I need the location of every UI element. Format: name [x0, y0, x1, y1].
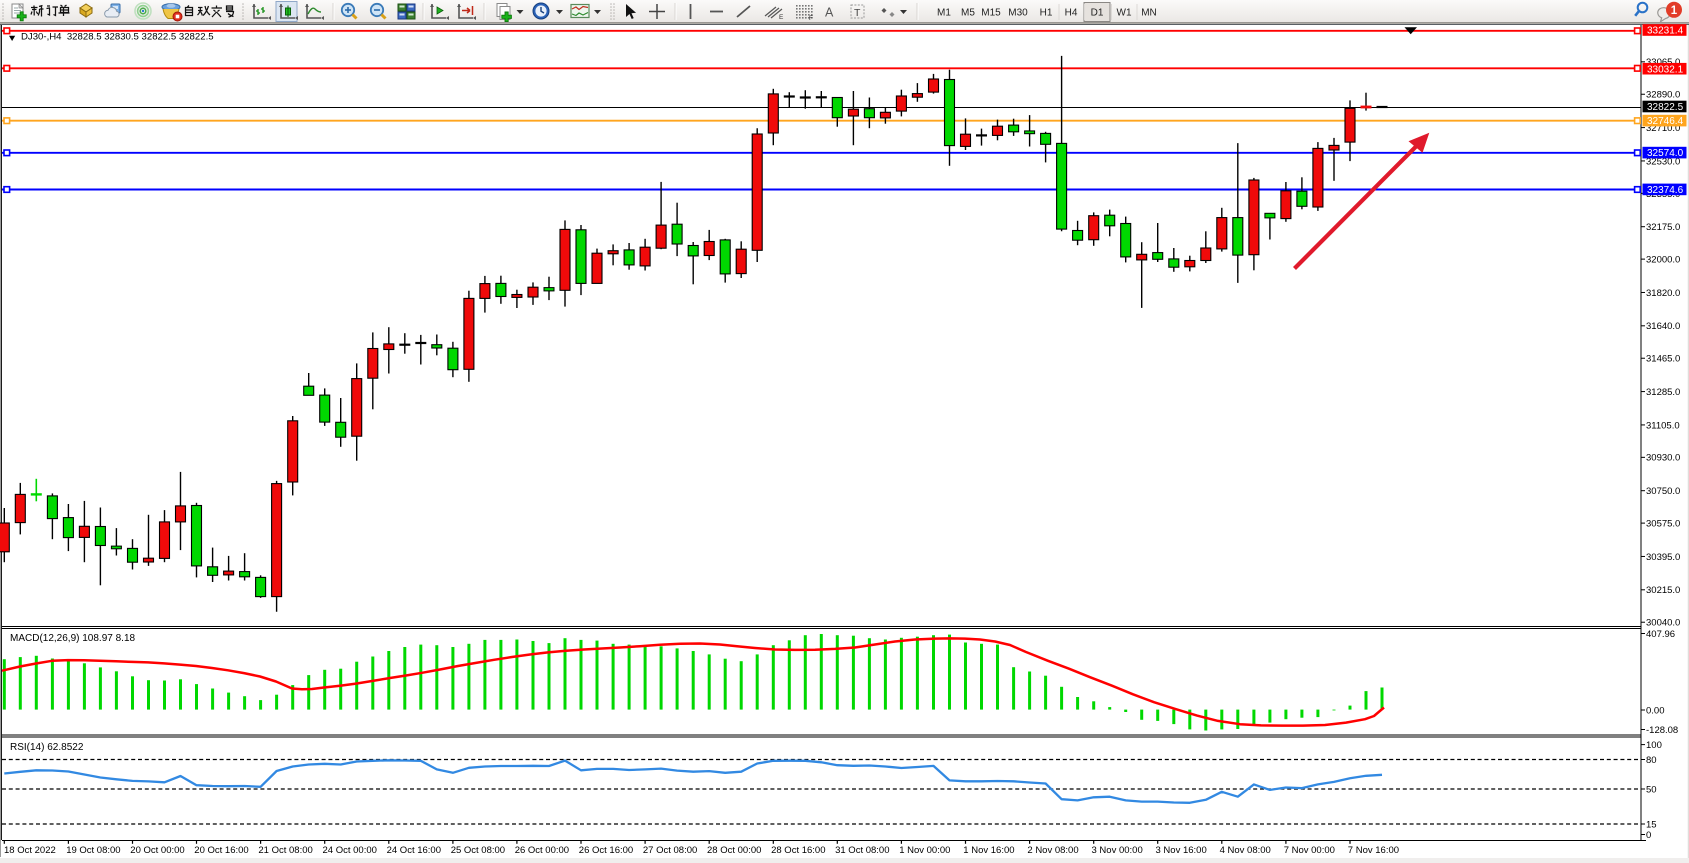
- svg-text:30215.0: 30215.0: [1646, 585, 1680, 596]
- svg-text:3 Nov 16:00: 3 Nov 16:00: [1156, 845, 1207, 856]
- svg-text:50: 50: [1646, 784, 1657, 795]
- svg-text:20 Oct 16:00: 20 Oct 16:00: [194, 845, 248, 856]
- svg-text:DJ30-,H4 32828.5 32830.5 3282: DJ30-,H4 32828.5 32830.5 32822.5 32822.5: [21, 31, 214, 42]
- svg-text:407.96: 407.96: [1646, 629, 1675, 640]
- svg-text:30040.0: 30040.0: [1646, 618, 1680, 629]
- svg-text:1 Nov 00:00: 1 Nov 00:00: [899, 845, 950, 856]
- svg-text:33231.4: 33231.4: [1647, 26, 1684, 37]
- svg-text:H4: H4: [1065, 8, 1078, 19]
- svg-text:28 Oct 00:00: 28 Oct 00:00: [707, 845, 761, 856]
- svg-text:27 Oct 08:00: 27 Oct 08:00: [643, 845, 697, 856]
- svg-text:4 Nov 08:00: 4 Nov 08:00: [1220, 845, 1271, 856]
- svg-text:25 Oct 08:00: 25 Oct 08:00: [451, 845, 505, 856]
- svg-text:0.00: 0.00: [1646, 705, 1665, 716]
- svg-text:E: E: [779, 14, 784, 21]
- svg-text:1: 1: [1671, 5, 1678, 17]
- svg-text:24 Oct 16:00: 24 Oct 16:00: [387, 845, 441, 856]
- svg-text:26 Oct 00:00: 26 Oct 00:00: [515, 845, 569, 856]
- svg-text:31105.0: 31105.0: [1646, 420, 1680, 431]
- svg-text:31 Oct 08:00: 31 Oct 08:00: [835, 845, 889, 856]
- svg-text:30930.0: 30930.0: [1646, 453, 1680, 464]
- svg-text:W1: W1: [1117, 8, 1132, 19]
- svg-text:-128.08: -128.08: [1646, 725, 1678, 736]
- svg-text:32530.0: 32530.0: [1646, 156, 1680, 167]
- svg-text:M15: M15: [981, 8, 1001, 19]
- svg-text:D1: D1: [1091, 8, 1104, 19]
- svg-text:30750.0: 30750.0: [1646, 486, 1680, 497]
- svg-text:33032.1: 33032.1: [1647, 64, 1684, 75]
- svg-text:A: A: [825, 6, 834, 20]
- svg-text:MACD(12,26,9) 108.97 8.18: MACD(12,26,9) 108.97 8.18: [10, 633, 136, 644]
- svg-text:15: 15: [1646, 819, 1657, 830]
- svg-text:31820.0: 31820.0: [1646, 288, 1680, 299]
- svg-text:M5: M5: [961, 8, 975, 19]
- svg-text:19 Oct 08:00: 19 Oct 08:00: [66, 845, 120, 856]
- svg-text:24 Oct 00:00: 24 Oct 00:00: [323, 845, 377, 856]
- svg-text:32374.6: 32374.6: [1647, 185, 1684, 196]
- svg-text:32746.4: 32746.4: [1647, 116, 1684, 127]
- svg-text:7 Nov 00:00: 7 Nov 00:00: [1284, 845, 1335, 856]
- svg-text:80: 80: [1646, 755, 1657, 766]
- svg-text:7 Nov 16:00: 7 Nov 16:00: [1348, 845, 1399, 856]
- svg-text:32822.5: 32822.5: [1647, 102, 1684, 113]
- svg-text:20 Oct 00:00: 20 Oct 00:00: [130, 845, 184, 856]
- svg-text:33065.0: 33065.0: [1646, 57, 1680, 68]
- svg-text:RSI(14) 62.8522: RSI(14) 62.8522: [10, 742, 84, 753]
- svg-text:2 Nov 08:00: 2 Nov 08:00: [1027, 845, 1078, 856]
- svg-text:26 Oct 16:00: 26 Oct 16:00: [579, 845, 633, 856]
- svg-text:3 Nov 00:00: 3 Nov 00:00: [1092, 845, 1143, 856]
- svg-text:F: F: [809, 15, 813, 22]
- svg-text:32000.0: 32000.0: [1646, 255, 1680, 266]
- svg-text:32710.0: 32710.0: [1646, 123, 1680, 134]
- svg-text:30395.0: 30395.0: [1646, 552, 1680, 563]
- svg-text:31285.0: 31285.0: [1646, 387, 1680, 398]
- svg-text:100: 100: [1646, 740, 1662, 751]
- svg-text:M1: M1: [937, 8, 951, 19]
- svg-text:1 Nov 16:00: 1 Nov 16:00: [963, 845, 1014, 856]
- svg-text:M30: M30: [1008, 8, 1028, 19]
- svg-text:32890.0: 32890.0: [1646, 90, 1680, 101]
- svg-text:H1: H1: [1040, 8, 1053, 19]
- svg-text:32574.0: 32574.0: [1647, 148, 1684, 159]
- svg-text:T: T: [854, 7, 861, 19]
- svg-text:31640.0: 31640.0: [1646, 321, 1680, 332]
- svg-text:31465.0: 31465.0: [1646, 354, 1680, 365]
- svg-text:0: 0: [1646, 830, 1651, 841]
- svg-text:30575.0: 30575.0: [1646, 519, 1680, 530]
- svg-text:32175.0: 32175.0: [1646, 222, 1680, 233]
- svg-text:28 Oct 16:00: 28 Oct 16:00: [771, 845, 825, 856]
- svg-text:MN: MN: [1141, 8, 1157, 19]
- svg-text:21 Oct 08:00: 21 Oct 08:00: [258, 845, 312, 856]
- svg-text:18 Oct 2022: 18 Oct 2022: [4, 845, 56, 856]
